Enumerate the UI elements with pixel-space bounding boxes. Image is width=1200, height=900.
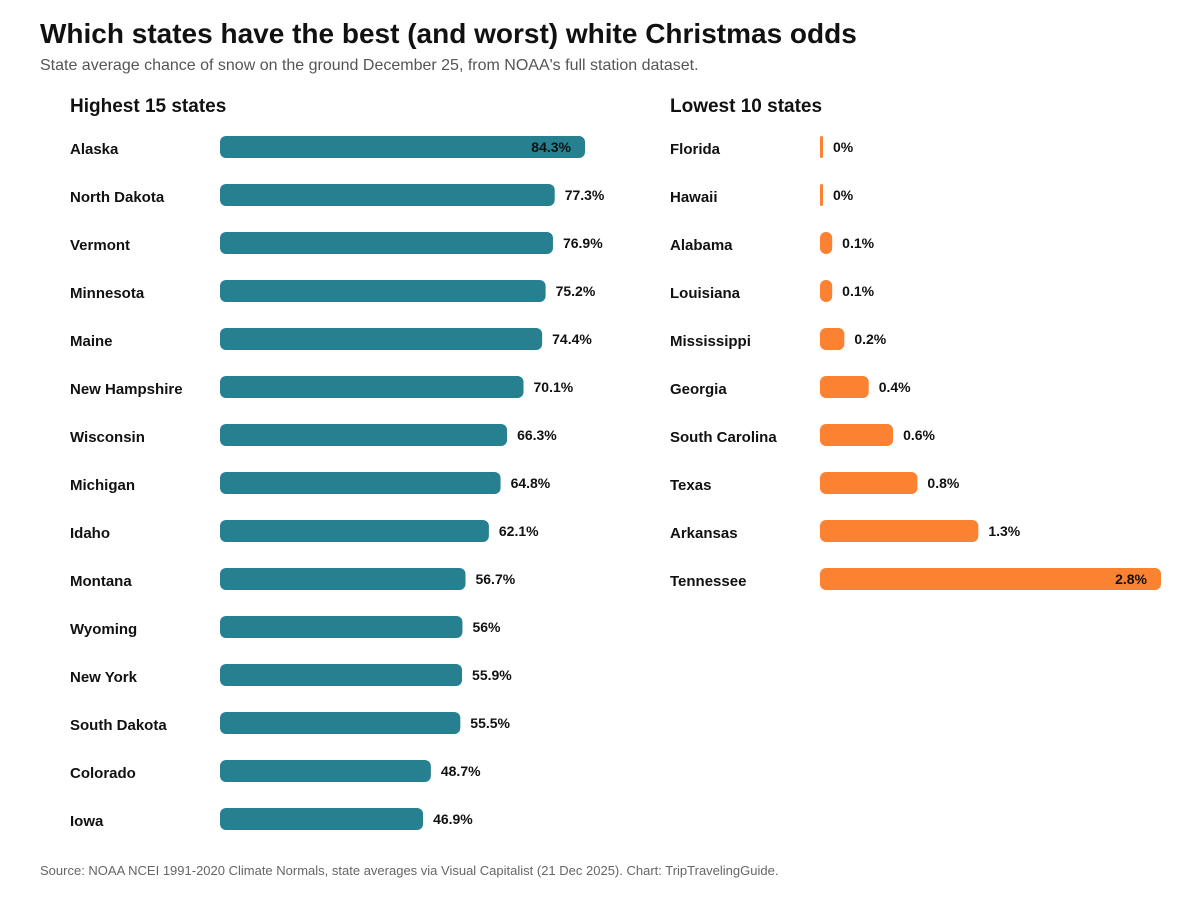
category-label-wyoming: Wyoming [70,621,137,638]
category-label-florida: Florida [670,141,721,158]
value-label-montana: 56.7% [475,571,515,587]
value-label-mississippi: 0.2% [854,331,886,347]
chart-subtitle: State average chance of snow on the grou… [40,57,699,74]
panel-title-lowest: Lowest 10 states [670,96,822,117]
value-label-tennessee: 2.8% [1115,571,1147,587]
category-label-alaska: Alaska [70,141,119,158]
category-label-alabama: Alabama [670,237,733,254]
category-label-idaho: Idaho [70,525,110,542]
category-label-south-carolina: South Carolina [670,429,777,446]
value-label-maine: 74.4% [552,331,592,347]
highest-states-panel: Highest 15 states Alaska 84.3% North Dakot… [70,96,605,830]
value-label-alaska: 84.3% [531,139,571,155]
bar-iowa [220,808,424,830]
bar-vermont [220,232,553,254]
category-label-louisiana: Louisiana [670,285,741,302]
value-label-texas: 0.8% [927,475,959,491]
category-label-new-york: New York [70,669,138,686]
value-label-alabama: 0.1% [842,235,874,251]
category-label-tennessee: Tennessee [670,573,746,590]
value-label-minnesota: 75.2% [556,283,596,299]
category-label-arkansas: Arkansas [670,525,738,542]
bar-texas [820,472,918,494]
bar-georgia [820,376,869,398]
category-label-iowa: Iowa [70,813,104,830]
value-label-wisconsin: 66.3% [517,427,557,443]
category-label-north-dakota: North Dakota [70,189,165,206]
category-label-vermont: Vermont [70,237,130,254]
bar-wisconsin [220,424,508,446]
category-label-georgia: Georgia [670,381,727,398]
value-label-michigan: 64.8% [511,475,551,491]
category-label-colorado: Colorado [70,765,136,782]
bar-minnesota [220,280,546,302]
category-label-wisconsin: Wisconsin [70,429,145,446]
value-label-south-dakota: 55.5% [470,715,510,731]
panel-title-highest: Highest 15 states [70,96,226,117]
category-label-south-dakota: South Dakota [70,717,167,734]
bar-michigan [220,472,501,494]
value-label-iowa: 46.9% [433,811,473,827]
bar-new-york [220,664,463,686]
category-label-new-hampshire: New Hampshire [70,381,183,398]
category-label-mississippi: Mississippi [670,333,751,350]
value-label-hawaii: 0% [833,187,854,203]
bar-new-hampshire [220,376,524,398]
value-label-arkansas: 1.3% [988,523,1020,539]
bar-wyoming [220,616,463,638]
bar-south-dakota [220,712,461,734]
bar-north-dakota [220,184,555,206]
category-label-hawaii: Hawaii [670,189,718,206]
chart-title: Which states have the best (and worst) w… [40,18,857,49]
category-label-minnesota: Minnesota [70,285,145,302]
bar-alabama [820,232,833,254]
bar-alaska [220,136,585,158]
bar-south-carolina [820,424,894,446]
value-label-new-hampshire: 70.1% [534,379,574,395]
value-label-vermont: 76.9% [563,235,603,251]
bar-florida [820,136,823,158]
bar-arkansas [820,520,979,542]
value-label-south-carolina: 0.6% [903,427,935,443]
value-label-georgia: 0.4% [879,379,911,395]
bar-louisiana [820,280,833,302]
lowest-states-panel: Lowest 10 states Florida 0% Hawaii 0% Alabam… [670,96,1161,590]
value-label-north-dakota: 77.3% [565,187,605,203]
bar-tennessee [820,568,1161,590]
bar-montana [220,568,466,590]
value-label-colorado: 48.7% [441,763,481,779]
value-label-louisiana: 0.1% [842,283,874,299]
bar-mississippi [820,328,845,350]
value-label-idaho: 62.1% [499,523,539,539]
bar-hawaii [820,184,823,206]
value-label-florida: 0% [833,139,854,155]
value-label-new-york: 55.9% [472,667,512,683]
category-label-maine: Maine [70,333,113,350]
value-label-wyoming: 56% [472,619,501,635]
bar-idaho [220,520,489,542]
category-label-texas: Texas [670,477,711,494]
source-note: Source: NOAA NCEI 1991-2020 Climate Norm… [40,863,779,878]
bar-colorado [220,760,431,782]
category-label-montana: Montana [70,573,132,590]
bar-maine [220,328,543,350]
category-label-michigan: Michigan [70,477,135,494]
